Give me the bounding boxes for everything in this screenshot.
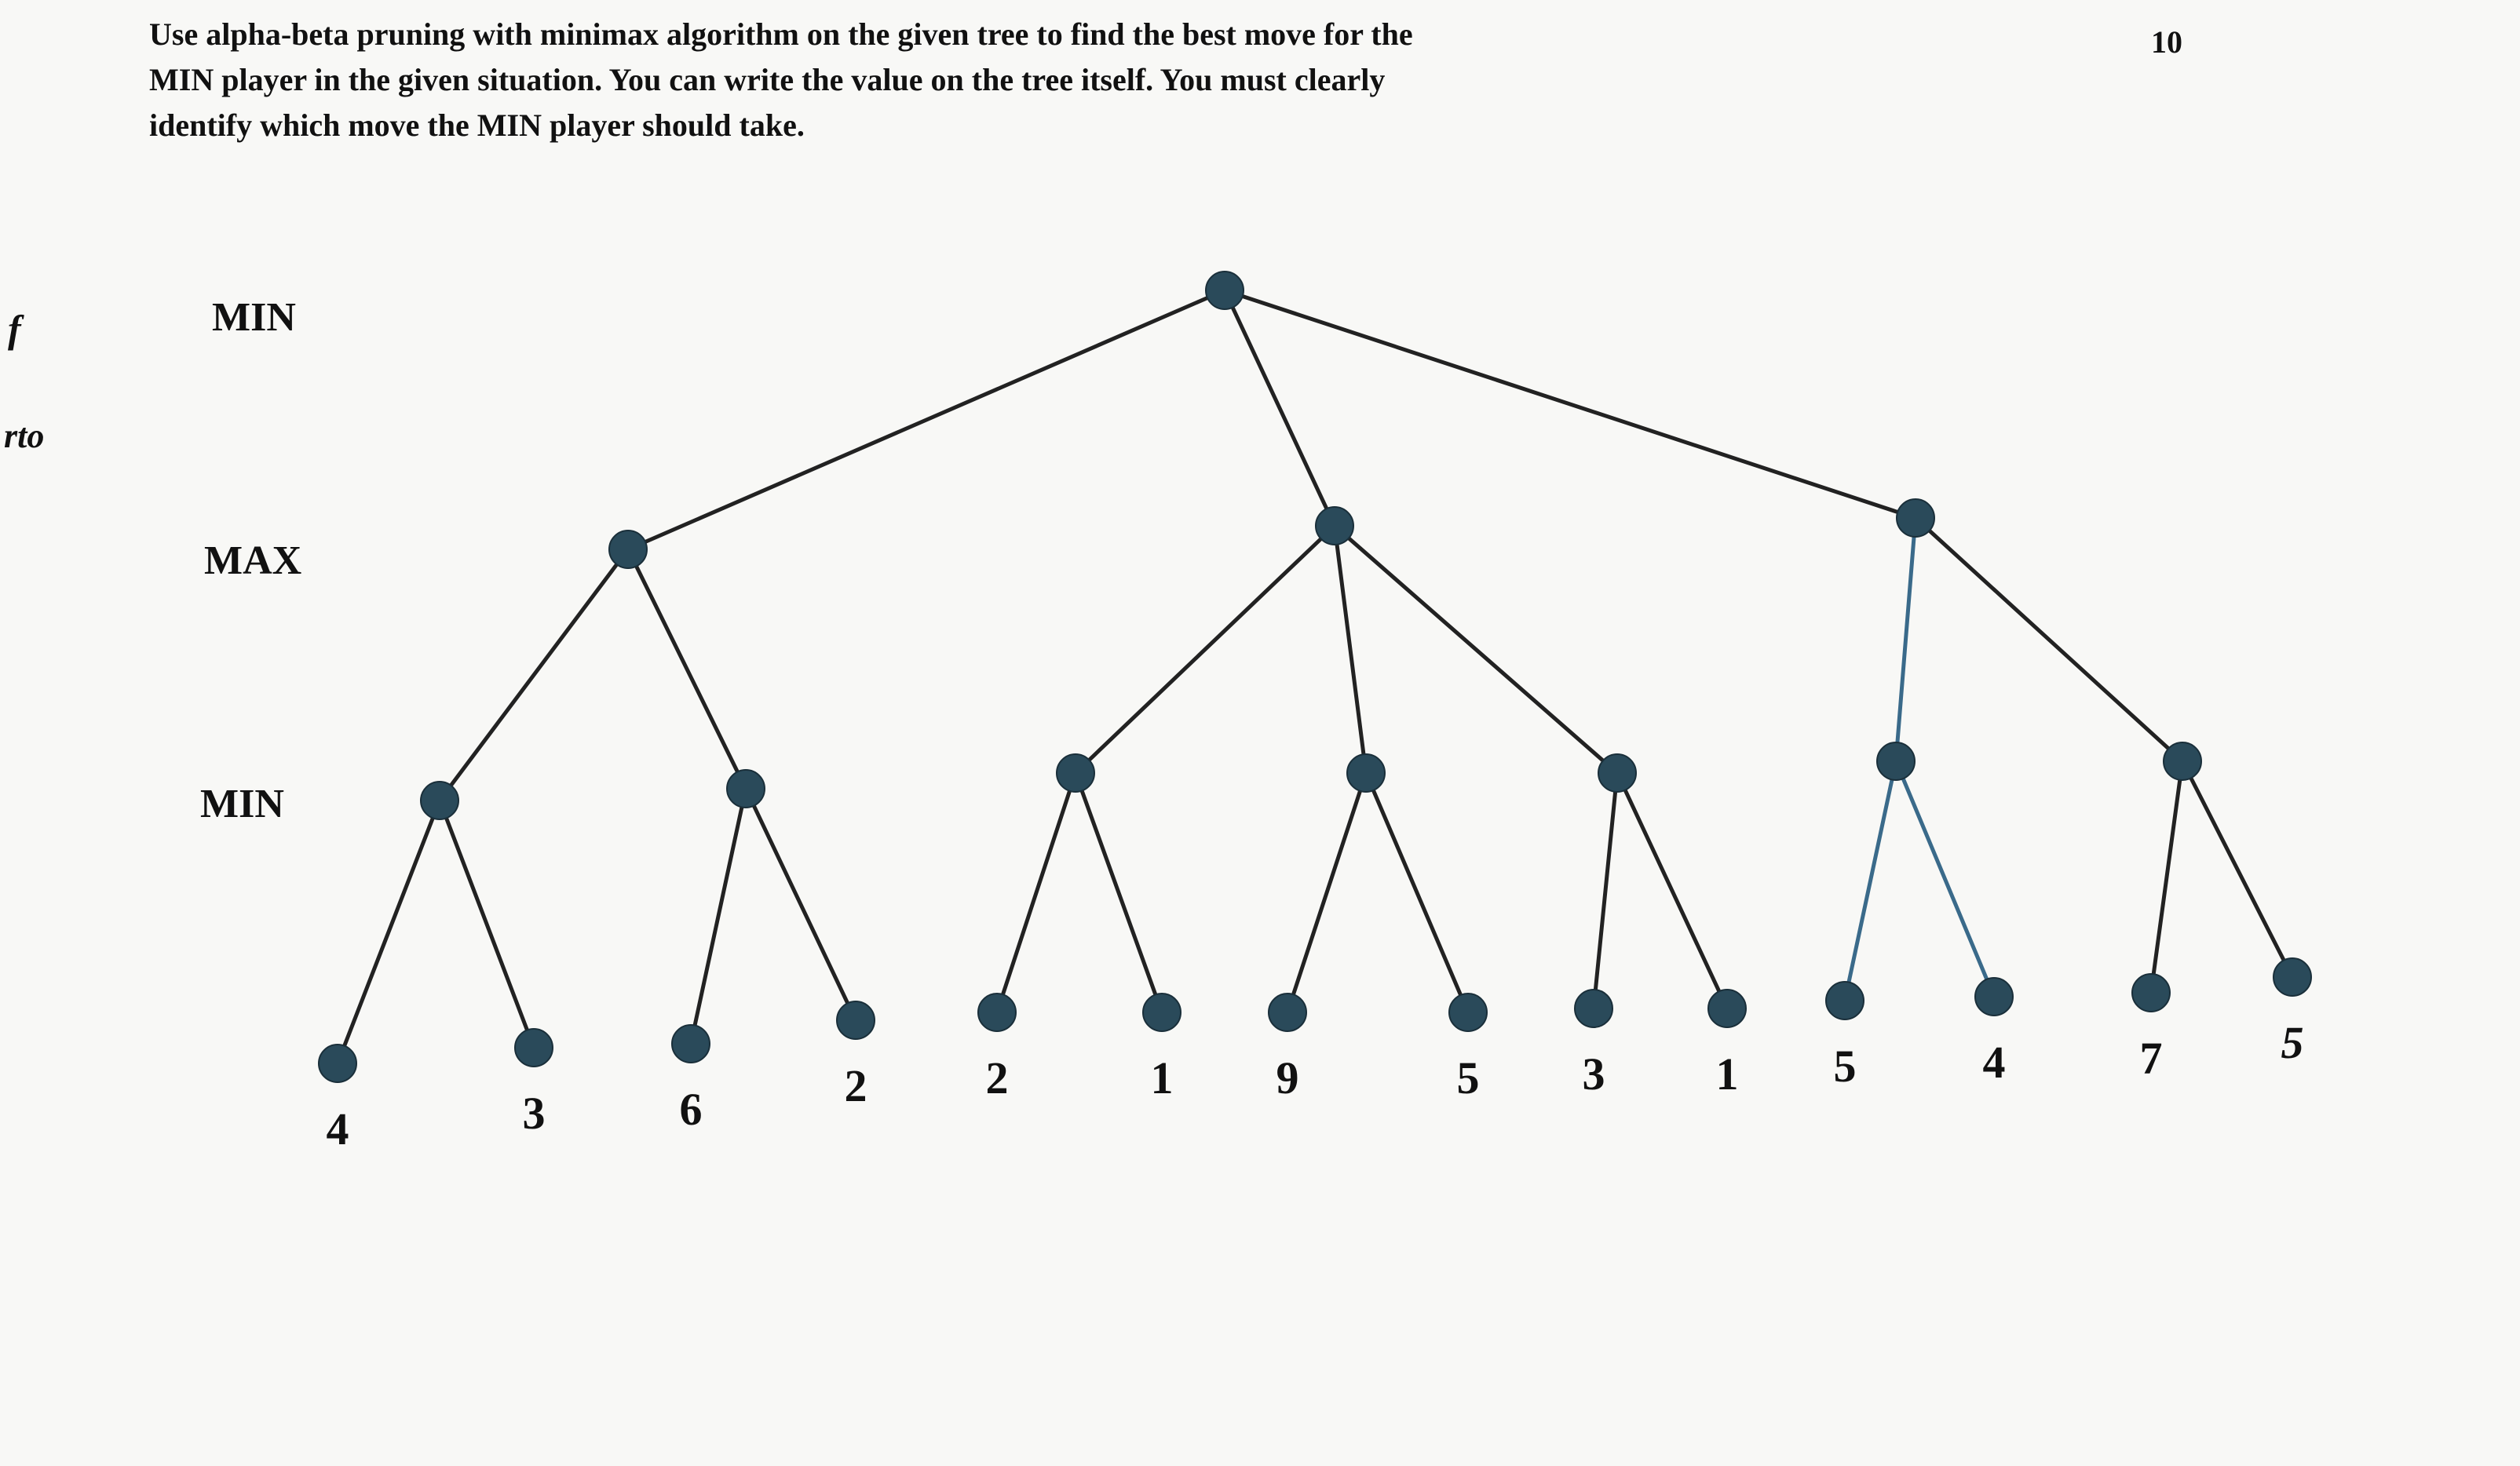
tree-edge bbox=[691, 789, 746, 1044]
leaf-value-L10: 1 bbox=[1716, 1048, 1739, 1100]
tree-edge bbox=[1335, 526, 1617, 773]
tree-node-root bbox=[1206, 272, 1244, 309]
leaf-value-L8: 5 bbox=[1457, 1052, 1480, 1104]
tree-node-max-C bbox=[1897, 499, 1934, 537]
tree-node-leaf-L3 bbox=[672, 1025, 710, 1063]
leaf-value-L12: 4 bbox=[1983, 1036, 2006, 1089]
tree-edge bbox=[1366, 773, 1468, 1012]
tree-node-min-C2 bbox=[2164, 742, 2201, 780]
tree-node-leaf-L8 bbox=[1449, 994, 1487, 1031]
tree-node-leaf-L14 bbox=[2273, 958, 2311, 996]
leaf-value-L13: 7 bbox=[2140, 1032, 2163, 1085]
tree-edge bbox=[1225, 290, 1335, 526]
tree-node-min-A1 bbox=[421, 782, 458, 819]
tree-edge bbox=[1225, 290, 1916, 518]
tree-edge bbox=[746, 789, 856, 1020]
tree-edge bbox=[628, 290, 1225, 549]
tree-edge bbox=[440, 800, 534, 1048]
tree-edge bbox=[1896, 761, 1994, 997]
tree-edge bbox=[1845, 761, 1896, 1001]
tree-node-min-B3 bbox=[1598, 754, 1636, 792]
tree-node-leaf-L13 bbox=[2132, 974, 2170, 1012]
tree-edge bbox=[1287, 773, 1366, 1012]
tree-node-leaf-L9 bbox=[1575, 990, 1612, 1027]
tree-node-leaf-L2 bbox=[515, 1029, 553, 1067]
leaf-value-L7: 9 bbox=[1276, 1052, 1299, 1104]
leaf-value-L4: 2 bbox=[845, 1059, 867, 1112]
leaf-value-L11: 5 bbox=[1834, 1040, 1857, 1092]
tree-edge bbox=[997, 773, 1076, 1012]
tree-node-max-B bbox=[1316, 507, 1353, 545]
tree-node-min-B1 bbox=[1057, 754, 1094, 792]
tree-edge bbox=[1076, 526, 1335, 773]
tree-edge bbox=[1594, 773, 1617, 1008]
tree-edge bbox=[1916, 518, 2182, 761]
tree-edge bbox=[338, 800, 440, 1063]
leaf-value-L14: 5 bbox=[2281, 1016, 2304, 1069]
leaf-value-L1: 4 bbox=[327, 1103, 349, 1155]
tree-node-leaf-L11 bbox=[1826, 982, 1864, 1019]
tree-node-min-A2 bbox=[727, 770, 765, 808]
tree-node-leaf-L5 bbox=[978, 994, 1016, 1031]
tree-node-leaf-L10 bbox=[1708, 990, 1746, 1027]
tree-edge bbox=[1896, 518, 1916, 761]
tree-node-leaf-L1 bbox=[319, 1045, 356, 1082]
tree-edge bbox=[2151, 761, 2182, 993]
tree-node-leaf-L7 bbox=[1269, 994, 1306, 1031]
leaf-value-L3: 6 bbox=[680, 1083, 703, 1136]
tree-node-leaf-L4 bbox=[837, 1001, 875, 1039]
minimax-tree bbox=[0, 0, 2520, 1466]
tree-node-leaf-L6 bbox=[1143, 994, 1181, 1031]
tree-edge bbox=[1617, 773, 1727, 1008]
tree-node-min-B2 bbox=[1347, 754, 1385, 792]
tree-edge bbox=[1335, 526, 1366, 773]
tree-edge bbox=[2182, 761, 2292, 977]
leaf-value-L5: 2 bbox=[986, 1052, 1009, 1104]
tree-edge bbox=[628, 549, 746, 789]
tree-edge bbox=[440, 549, 628, 800]
tree-edge bbox=[1076, 773, 1162, 1012]
tree-node-max-A bbox=[609, 531, 647, 568]
leaf-value-L6: 1 bbox=[1151, 1052, 1174, 1104]
leaf-value-L2: 3 bbox=[523, 1087, 546, 1140]
tree-node-min-C1 bbox=[1877, 742, 1915, 780]
leaf-value-L9: 3 bbox=[1583, 1048, 1605, 1100]
tree-node-leaf-L12 bbox=[1975, 978, 2013, 1016]
